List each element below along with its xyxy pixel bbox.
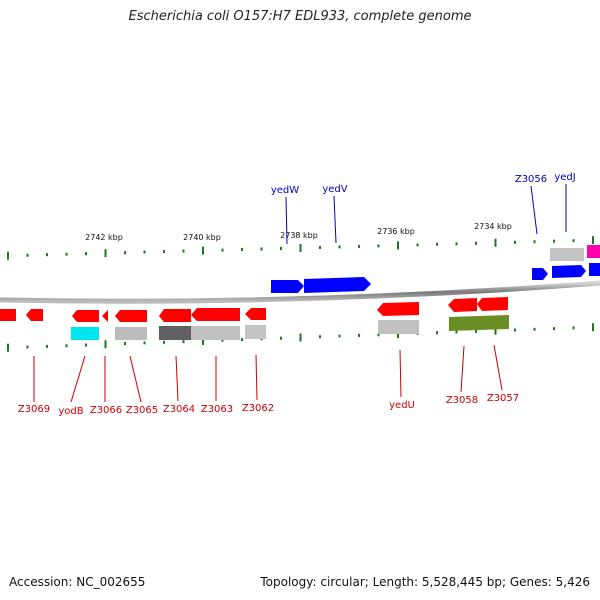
feature-olive-z3058 — [449, 315, 509, 331]
gene-label-yedw[interactable]: yedW — [271, 185, 299, 196]
genome-title: Escherichia coli O157:H7 EDL933, complet… — [128, 9, 472, 24]
feature-gray-yedj — [550, 248, 584, 261]
leader-z3057 — [493, 344, 503, 391]
gene-arrow-yedv[interactable] — [304, 277, 371, 293]
gene-label-z3057[interactable]: Z3057 — [487, 393, 519, 404]
leader-z3062 — [255, 354, 258, 401]
gene-label-yedv[interactable]: yedV — [322, 184, 347, 195]
scale-label-2742: 2742 kbp — [85, 233, 123, 242]
gene-label-z3066[interactable]: Z3066 — [90, 405, 122, 416]
feature-gray-z3065 — [115, 327, 147, 340]
gene-arrow-z3062[interactable] — [245, 308, 266, 320]
forward-genes — [271, 245, 600, 293]
gene-arrow-edge-left[interactable] — [0, 309, 16, 321]
feature-gray-yedu — [378, 320, 419, 334]
reverse-genes — [0, 297, 509, 340]
scale-label-2736: 2736 kbp — [377, 227, 415, 236]
reverse-gene-labels: Z3069 yodB Z3066 Z3065 Z3064 Z3063 Z3062… — [18, 393, 519, 417]
gene-label-z3069[interactable]: Z3069 — [18, 404, 50, 415]
leader-yedv — [333, 195, 337, 244]
leader-z3064 — [175, 355, 179, 402]
gene-arrow-yedw[interactable] — [271, 280, 304, 293]
gene-label-z3058[interactable]: Z3058 — [446, 395, 478, 406]
feature-gray-z3062 — [245, 325, 266, 339]
leader-z3056 — [530, 185, 538, 235]
gene-arrow-yedu[interactable] — [377, 302, 419, 316]
gene-label-yedj[interactable]: yedJ — [554, 172, 575, 183]
gene-arrow-z3063[interactable] — [191, 308, 240, 321]
gene-arrow-z3065[interactable] — [115, 310, 147, 322]
feature-gray-z3063 — [191, 326, 240, 340]
scale-label-2740: 2740 kbp — [183, 233, 221, 242]
leader-yedw — [285, 196, 288, 245]
gene-label-z3065[interactable]: Z3065 — [126, 405, 158, 416]
leader-z3065 — [129, 355, 142, 403]
gene-label-z3064[interactable]: Z3064 — [163, 404, 195, 415]
leader-yedu — [399, 349, 402, 398]
gene-arrow-z3058[interactable] — [448, 298, 477, 312]
leader-yodb — [70, 355, 86, 403]
gene-label-z3056[interactable]: Z3056 — [515, 174, 547, 185]
accession-label: Accession: NC_002655 — [9, 575, 146, 589]
feature-magenta-edge — [587, 245, 600, 258]
genome-summary: Topology: circular; Length: 5,528,445 bp… — [260, 575, 590, 589]
leader-z3058 — [460, 345, 465, 393]
feature-cyan-yodb — [71, 327, 99, 340]
feature-darkgray-z3064 — [159, 326, 191, 340]
scale-label-2734: 2734 kbp — [474, 222, 512, 231]
gene-arrow-yedj[interactable] — [552, 265, 586, 278]
inner-tick-row — [7, 323, 594, 352]
gene-arrow-z3064[interactable] — [159, 309, 191, 322]
gene-arrow-yodb[interactable] — [72, 310, 99, 322]
gene-arrow-z3069[interactable] — [26, 309, 43, 321]
gene-label-yodb[interactable]: yodB — [58, 406, 83, 417]
gene-label-z3062[interactable]: Z3062 — [242, 403, 274, 414]
gene-label-yedu[interactable]: yedU — [389, 400, 415, 411]
label-leader-lines — [33, 184, 567, 403]
scale-label-2738: 2738 kbp — [280, 231, 318, 240]
gene-arrow-edge-right[interactable] — [589, 263, 600, 276]
gene-arrow-z3066[interactable] — [102, 310, 108, 322]
forward-gene-labels: yedW yedV Z3056 yedJ — [271, 172, 576, 196]
genome-backbone — [0, 280, 600, 304]
outer-tick-row — [7, 236, 594, 260]
gene-arrow-z3056[interactable] — [532, 268, 548, 280]
gene-label-z3063[interactable]: Z3063 — [201, 404, 233, 415]
gene-arrow-z3057[interactable] — [477, 297, 508, 311]
